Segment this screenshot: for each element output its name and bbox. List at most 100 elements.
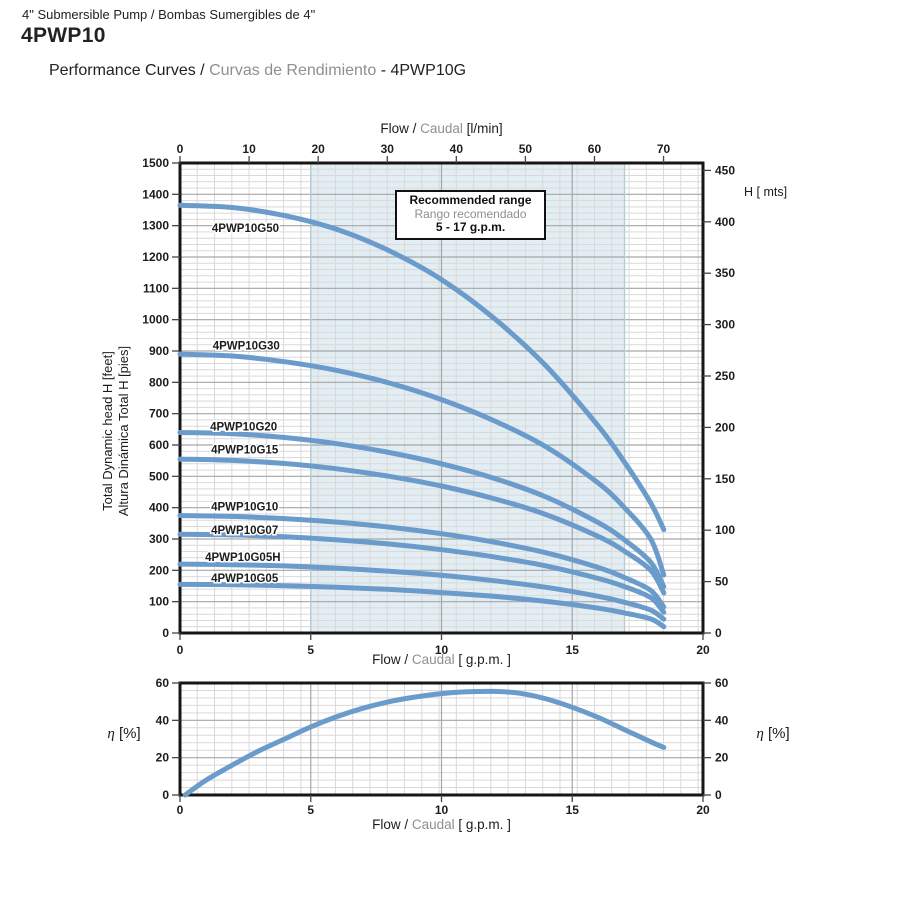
top-axis-title-es: Caudal bbox=[420, 121, 467, 136]
right-axis-tick-label: 150 bbox=[715, 472, 735, 486]
left-axis-tick-label: 100 bbox=[149, 595, 169, 609]
recommended-range-box: Recommended range Rango recomendado 5 - … bbox=[395, 190, 546, 240]
eta-label-left: η [%] bbox=[95, 725, 153, 743]
pump-curve-4pwp10g30 bbox=[177, 351, 667, 578]
top-axis-title-unit: [l/min] bbox=[466, 121, 503, 136]
pump-curve-4pwp10g07 bbox=[177, 531, 667, 615]
eff-bottom-axis-title: Flow / Caudal [ g.p.m. ] bbox=[180, 817, 703, 832]
recommended-range-line1: Recommended range bbox=[409, 193, 532, 207]
eff-bottom-axis-title-unit: [ g.p.m. ] bbox=[458, 817, 511, 832]
left-axis-tick-label: 1000 bbox=[142, 313, 169, 327]
main-bottom-axis-tick-label: 10 bbox=[435, 643, 449, 657]
left-axis-tick-label: 1400 bbox=[142, 187, 169, 201]
pump-curve-4pwp10g20 bbox=[177, 430, 667, 590]
right-axis-tick-label: 200 bbox=[715, 420, 735, 434]
curve-label-4pwp10g07: 4PWP10G07 bbox=[211, 525, 278, 537]
performance-title-en: Performance Curves / bbox=[49, 62, 210, 79]
right-axis-tick-label: 450 bbox=[715, 163, 735, 177]
right-axis-tick-label: 100 bbox=[715, 523, 735, 537]
main-bottom-axis-tick-label: 15 bbox=[566, 643, 580, 657]
pump-curve-4pwp10g05h bbox=[177, 561, 667, 622]
right-axis-tick-label: 250 bbox=[715, 369, 735, 383]
eff-right-tick-label: 60 bbox=[715, 676, 729, 690]
eff-bottom-axis-tick-label: 15 bbox=[566, 803, 580, 817]
curve-label-4pwp10g15: 4PWP10G15 bbox=[211, 445, 279, 457]
right-axis-tick-label: 350 bbox=[715, 266, 735, 280]
top-axis-tick-label: 30 bbox=[381, 142, 395, 156]
left-axis-tick-label: 1300 bbox=[142, 219, 169, 233]
pump-curve-4pwp10g10 bbox=[177, 513, 667, 610]
main-bottom-axis-title-es: Caudal bbox=[411, 652, 459, 667]
right-axis-tick-label: 400 bbox=[715, 215, 735, 229]
eff-bottom-axis-title-es: Caudal bbox=[411, 817, 459, 832]
right-axis-tick-label: 50 bbox=[715, 575, 729, 589]
performance-title-model: - 4PWP10G bbox=[376, 62, 467, 79]
eff-right-tick-label: 0 bbox=[715, 788, 722, 802]
main-bottom-axis-title-en: Flow / bbox=[372, 652, 412, 667]
main-bottom-axis-tick-label: 5 bbox=[307, 643, 314, 657]
top-axis-tick-label: 70 bbox=[657, 142, 671, 156]
right-axis-title: H [ mts] bbox=[744, 185, 788, 199]
main-bottom-axis-tick-label: 0 bbox=[177, 643, 184, 657]
performance-curves-title: Performance Curves / Curvas de Rendimien… bbox=[49, 62, 466, 80]
main-bottom-axis-title-unit: [ g.p.m. ] bbox=[458, 652, 511, 667]
recommended-range-line2: Rango recomendado bbox=[414, 206, 527, 221]
eff-left-tick-label: 20 bbox=[156, 751, 170, 765]
left-axis-tick-label: 600 bbox=[149, 438, 169, 452]
left-axis-tick-label: 200 bbox=[149, 563, 169, 577]
eff-right-tick-label: 20 bbox=[715, 751, 729, 765]
pump-curve-4pwp10g05 bbox=[177, 581, 667, 630]
left-axis-tick-label: 500 bbox=[149, 469, 169, 483]
eff-left-tick-label: 40 bbox=[156, 713, 170, 727]
product-line-title: 4" Submersible Pump / Bombas Sumergibles… bbox=[22, 7, 316, 22]
model-title: 4PWP10 bbox=[21, 24, 106, 47]
eff-bottom-axis-tick-label: 5 bbox=[307, 803, 314, 817]
left-axis-tick-label: 0 bbox=[162, 626, 169, 640]
curve-label-4pwp10g05h: 4PWP10G05H bbox=[205, 552, 280, 564]
right-axis-tick-label: 300 bbox=[715, 318, 735, 332]
performance-title-es: Curvas de Rendimiento bbox=[209, 62, 377, 79]
main-bottom-axis-tick-label: 20 bbox=[696, 643, 710, 657]
left-axis-tick-label: 400 bbox=[149, 501, 169, 515]
curve-label-4pwp10g20: 4PWP10G20 bbox=[210, 422, 277, 434]
left-axis-tick-label: 900 bbox=[149, 344, 169, 358]
eta-symbol: η bbox=[107, 726, 115, 742]
eta-unit: [%] bbox=[763, 725, 790, 742]
curve-label-4pwp10g30: 4PWP10G30 bbox=[213, 340, 280, 352]
curve-label-4pwp10g05: 4PWP10G05 bbox=[211, 573, 279, 585]
eff-bottom-axis-title-en: Flow / bbox=[372, 817, 412, 832]
top-axis-tick-label: 0 bbox=[177, 142, 184, 156]
top-axis-title-en: Flow / bbox=[380, 121, 421, 136]
main-bottom-axis-title: Flow / Caudal [ g.p.m. ] bbox=[180, 652, 703, 667]
head-flow-chart: 0 10 20 30 40 50 60 700100200300400500600700800… bbox=[142, 142, 735, 657]
recommended-range-line3: 5 - 17 g.p.m. bbox=[435, 220, 506, 234]
eff-left-tick-label: 60 bbox=[156, 676, 170, 690]
top-axis-title: Flow / Caudal [l/min] bbox=[180, 121, 703, 136]
pump-curve-4pwp10g15 bbox=[177, 456, 667, 596]
eff-right-tick-label: 40 bbox=[715, 713, 729, 727]
left-axis-tick-label: 1500 bbox=[142, 156, 169, 170]
left-axis-tick-label: 800 bbox=[149, 375, 169, 389]
top-axis-tick-label: 60 bbox=[588, 142, 602, 156]
top-axis-tick-label: 40 bbox=[450, 142, 464, 156]
left-axis-tick-label: 300 bbox=[149, 532, 169, 546]
curve-label-4pwp10g10: 4PWP10G10 bbox=[211, 502, 278, 514]
eff-bottom-axis-tick-label: 20 bbox=[696, 803, 710, 817]
curve-label-4pwp10g50: 4PWP10G50 bbox=[212, 223, 279, 235]
top-axis-tick-label: 20 bbox=[311, 142, 325, 156]
eff-bottom-axis-tick-label: 10 bbox=[435, 803, 449, 817]
left-axis-tick-label: 700 bbox=[149, 407, 169, 421]
efficiency-curve bbox=[182, 688, 667, 798]
eff-left-tick-label: 0 bbox=[162, 788, 169, 802]
left-axis-tick-label: 1100 bbox=[143, 281, 169, 295]
eta-symbol: η bbox=[756, 726, 764, 742]
top-axis-tick-label: 50 bbox=[519, 142, 533, 156]
top-axis-tick-label: 10 bbox=[242, 142, 256, 156]
eff-bottom-axis-tick-label: 0 bbox=[177, 803, 184, 817]
left-axis-tick-label: 1200 bbox=[142, 250, 169, 264]
right-axis-tick-label: 0 bbox=[715, 626, 722, 640]
eta-unit: [%] bbox=[114, 725, 141, 742]
pump-curve-4pwp10g50 bbox=[177, 202, 667, 533]
